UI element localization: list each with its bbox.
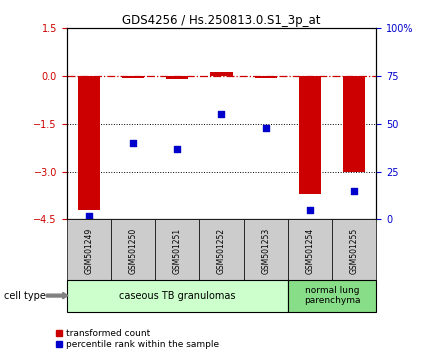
Point (129, 140, 136, 146)
Text: GSM501253: GSM501253 (261, 228, 270, 274)
Text: caseous TB granulomas: caseous TB granulomas (119, 291, 236, 301)
Bar (243, 219, 288, 283)
Bar (288, 280, 376, 312)
Bar (78, 76, 100, 210)
Bar (166, 76, 188, 79)
Point (262, 125, 269, 131)
Text: GSM501249: GSM501249 (84, 228, 93, 274)
Bar (288, 219, 332, 283)
Bar (200, 219, 243, 283)
Point (307, 207, 313, 213)
Bar (67, 219, 111, 283)
Text: normal lung
parenchyma: normal lung parenchyma (304, 286, 360, 305)
Bar (332, 219, 376, 283)
Text: GSM501250: GSM501250 (129, 228, 138, 274)
Bar (122, 76, 144, 78)
Text: GSM501252: GSM501252 (217, 228, 226, 274)
Bar (343, 76, 365, 172)
Point (351, 188, 358, 194)
Text: cell type: cell type (4, 291, 46, 301)
Bar (299, 76, 321, 194)
Point (218, 112, 225, 117)
Text: GSM501251: GSM501251 (173, 228, 182, 274)
Bar (255, 76, 277, 78)
Text: GSM501255: GSM501255 (350, 228, 359, 274)
Bar (155, 219, 200, 283)
Title: GDS4256 / Hs.250813.0.S1_3p_at: GDS4256 / Hs.250813.0.S1_3p_at (122, 14, 321, 27)
Legend: transformed count, percentile rank within the sample: transformed count, percentile rank withi… (56, 329, 219, 349)
Bar (111, 219, 155, 283)
Point (174, 146, 181, 152)
Bar (210, 72, 233, 76)
Point (85, 213, 92, 218)
Bar (67, 280, 288, 312)
Text: GSM501254: GSM501254 (305, 228, 314, 274)
